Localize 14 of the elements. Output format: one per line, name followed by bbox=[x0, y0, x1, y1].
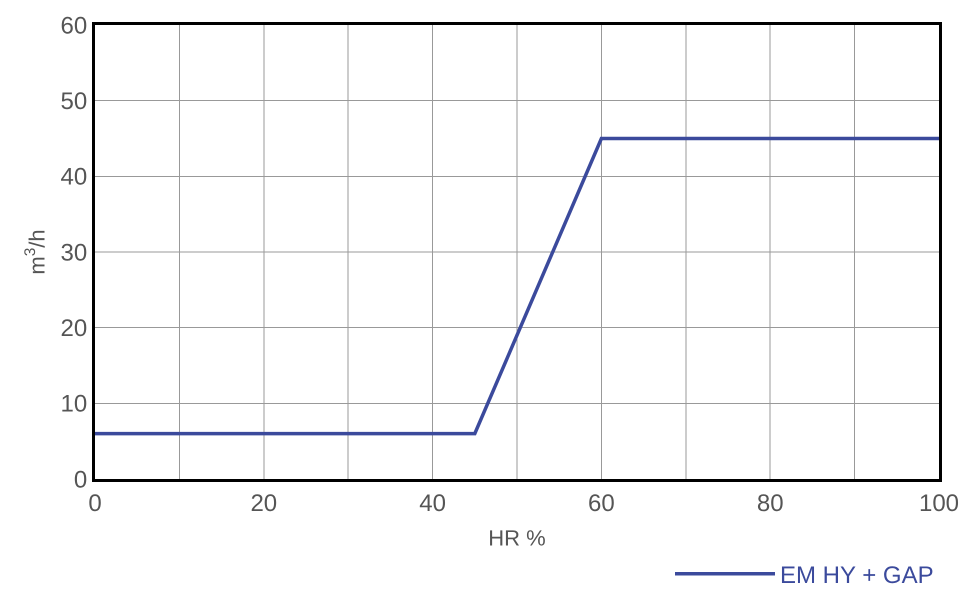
y-tick-label: 30 bbox=[60, 239, 88, 266]
x-tick-label: 100 bbox=[918, 490, 960, 517]
x-axis-title: HR % bbox=[488, 526, 546, 551]
legend-label: EM HY + GAP bbox=[780, 562, 934, 590]
y-tick-label: 50 bbox=[60, 88, 88, 116]
x-tick-label: 80 bbox=[756, 490, 784, 517]
y-tick-label: 60 bbox=[60, 12, 88, 40]
y-tick-label: 20 bbox=[60, 315, 88, 342]
y-tick-label: 0 bbox=[74, 466, 88, 494]
x-tick-label: 40 bbox=[419, 490, 446, 517]
y-tick-label: 10 bbox=[60, 390, 88, 418]
x-tick-label: 20 bbox=[250, 490, 278, 517]
y-tick-label: 40 bbox=[60, 164, 88, 191]
x-tick-label: 60 bbox=[588, 490, 615, 517]
